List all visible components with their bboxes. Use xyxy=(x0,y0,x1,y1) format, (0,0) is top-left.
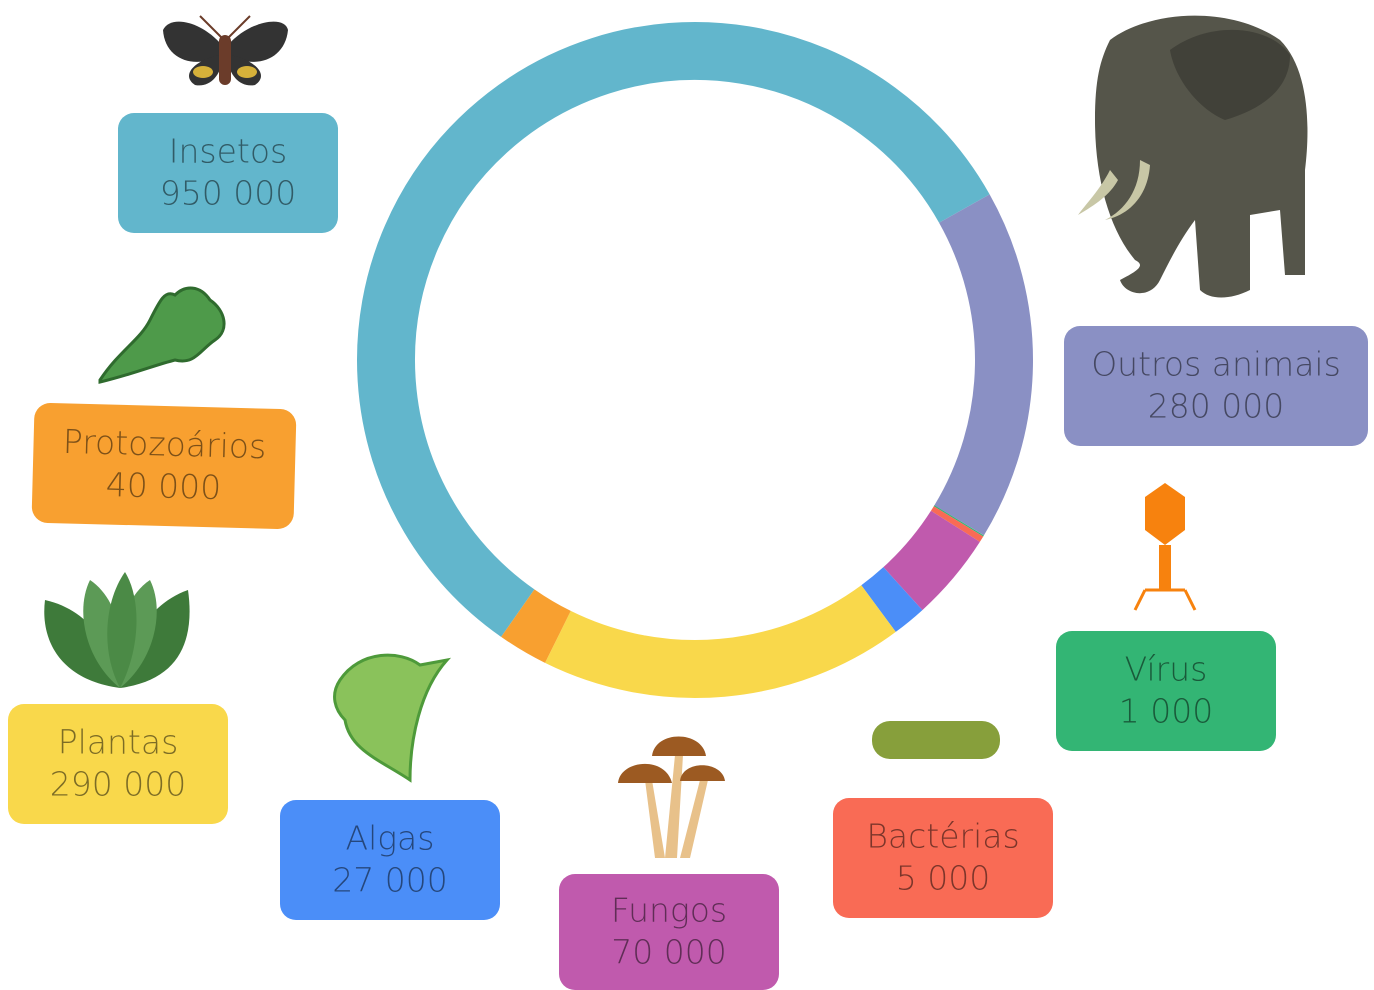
donut-segment xyxy=(518,613,558,637)
donut-segment xyxy=(903,526,956,588)
virus-icon xyxy=(1135,483,1195,610)
value-label: 280 000 xyxy=(1148,387,1284,426)
elephant-icon xyxy=(1078,16,1307,298)
bacteria-icon xyxy=(872,721,1000,759)
value-label: 40 000 xyxy=(105,465,221,507)
fungi-icon xyxy=(618,737,725,859)
butterfly-icon xyxy=(163,16,288,85)
donut-segment xyxy=(879,589,903,609)
value-label: 5 000 xyxy=(896,859,990,898)
donut-segment xyxy=(386,51,964,613)
value-label: 27 000 xyxy=(332,861,447,900)
plant-icon xyxy=(44,572,189,688)
donut-segment xyxy=(959,209,1004,521)
protozoa-icon xyxy=(100,288,224,382)
value-label: 290 000 xyxy=(50,765,186,804)
category-label: Plantas xyxy=(58,723,179,762)
donut-segment xyxy=(558,609,879,669)
category-label: Algas xyxy=(346,819,435,858)
value-label: 70 000 xyxy=(611,933,726,972)
infographic: Insetos950 000 Outros animais280 000 Vírus… xyxy=(0,0,1374,990)
category-label: Fungos xyxy=(611,891,727,930)
category-label: Protozoários xyxy=(62,422,266,466)
donut-segment xyxy=(959,520,960,521)
category-label: Insetos xyxy=(169,132,287,171)
algae-icon xyxy=(335,655,447,780)
category-label: Outros animais xyxy=(1091,345,1341,384)
donut-segment xyxy=(955,521,958,526)
category-label: Vírus xyxy=(1125,650,1208,689)
category-label: Bactérias xyxy=(866,817,1019,856)
value-label: 950 000 xyxy=(160,174,296,213)
donut xyxy=(386,51,1004,669)
value-label: 1 000 xyxy=(1119,692,1213,731)
